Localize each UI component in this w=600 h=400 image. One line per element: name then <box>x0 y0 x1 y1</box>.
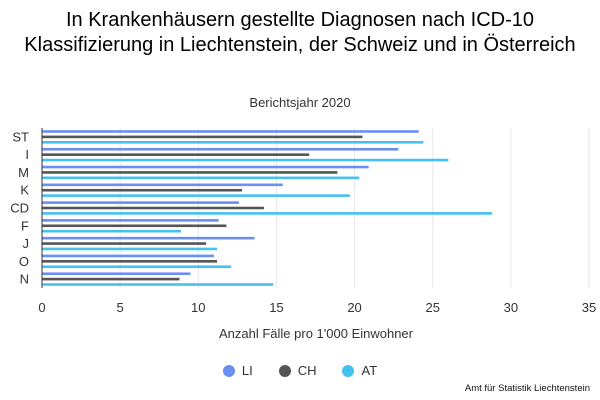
bar-ch-j <box>42 242 207 245</box>
bar-ch-f <box>42 224 227 228</box>
legend-marker-at <box>342 364 355 377</box>
bar-at-o <box>42 265 232 269</box>
bar-li-k <box>42 183 283 187</box>
bar-li-m <box>42 165 369 169</box>
bar-ch-i <box>42 153 310 156</box>
source-credit: Amt für Statistik Liechtenstein <box>464 383 590 394</box>
x-axis-title: Anzahl Fälle pro 1'000 Einwohner <box>219 326 414 341</box>
bar-ch-m <box>42 171 338 174</box>
bar-li-st <box>42 130 419 133</box>
x-tick-label: 35 <box>582 300 596 315</box>
category-label: O <box>19 254 29 269</box>
legend-label-li: LI <box>241 363 253 378</box>
bar-ch-st <box>42 135 363 139</box>
legend-marker-li <box>222 364 235 377</box>
legend-item-at[interactable]: AT <box>342 363 377 378</box>
category-label: F <box>21 218 29 233</box>
bar-ch-cd <box>42 206 264 210</box>
bar-at-st <box>42 140 424 144</box>
category-label: K <box>20 183 29 198</box>
category-label: M <box>18 165 29 180</box>
bar-ch-o <box>42 260 218 263</box>
bar-ch-k <box>42 188 243 192</box>
x-tick-label: 20 <box>347 300 361 315</box>
category-label: ST <box>12 129 29 144</box>
category-label: J <box>23 236 30 251</box>
legend-marker-ch <box>278 364 291 377</box>
bar-at-j <box>42 247 218 251</box>
legend-label-at: AT <box>361 363 378 378</box>
legend-label-ch: CH <box>297 363 317 378</box>
bar-li-f <box>42 219 219 222</box>
bar-at-cd <box>42 212 493 215</box>
chart-legend: LI CH AT <box>0 363 600 378</box>
legend-item-ch[interactable]: CH <box>278 363 317 378</box>
x-tick-label: 5 <box>117 300 124 315</box>
bar-ch-n <box>42 277 180 281</box>
x-tick-label: 15 <box>269 300 283 315</box>
chart-title: In Krankenhäusern gestellte Diagnosen na… <box>24 9 576 56</box>
bar-li-cd <box>42 201 239 204</box>
legend-item-li[interactable]: LI <box>222 363 253 378</box>
bar-li-j <box>42 236 255 240</box>
category-label: I <box>25 147 29 162</box>
bar-li-n <box>42 272 191 276</box>
bar-li-o <box>42 254 214 258</box>
bar-at-m <box>42 176 360 180</box>
category-label: N <box>20 272 29 287</box>
chart-subtitle: Berichtsjahr 2020 <box>249 95 351 110</box>
category-label: CD <box>10 201 29 216</box>
bar-at-n <box>42 283 274 286</box>
x-tick-label: 30 <box>504 300 518 315</box>
bar-at-i <box>42 158 449 162</box>
bar-at-f <box>42 229 182 233</box>
bar-at-k <box>42 194 350 197</box>
x-tick-label: 0 <box>38 300 45 315</box>
bar-li-i <box>42 147 399 151</box>
x-tick-label: 10 <box>191 300 205 315</box>
x-tick-label: 25 <box>425 300 439 315</box>
